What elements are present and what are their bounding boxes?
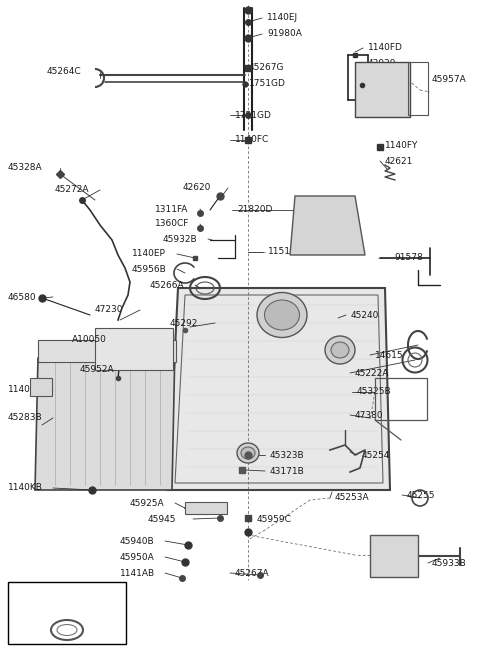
Text: 45957C: 45957C (368, 91, 403, 100)
Text: 42620: 42620 (183, 183, 211, 192)
Text: 21513: 21513 (35, 588, 68, 598)
Bar (38, 340, 176, 362)
Ellipse shape (257, 293, 307, 338)
Text: 45292: 45292 (170, 318, 198, 327)
Text: 45222A: 45222A (355, 368, 389, 378)
Bar (370, 535, 418, 577)
Text: 1751GD: 1751GD (235, 110, 272, 119)
Text: 1140FD: 1140FD (368, 44, 403, 53)
Polygon shape (35, 345, 175, 490)
Ellipse shape (241, 447, 255, 459)
Text: 1140EP: 1140EP (132, 250, 166, 258)
Text: 45959C: 45959C (257, 514, 292, 524)
Bar (95, 328, 173, 370)
Bar (355, 62, 410, 117)
Polygon shape (290, 196, 365, 255)
Text: 45957A: 45957A (432, 76, 467, 85)
Bar (30, 378, 52, 396)
Text: 91980A: 91980A (267, 29, 302, 38)
Text: 45938: 45938 (384, 559, 413, 567)
Bar (185, 502, 227, 514)
Text: 45254: 45254 (362, 451, 390, 460)
Text: 45945: 45945 (148, 514, 177, 524)
Text: 1140DJ: 1140DJ (8, 385, 40, 394)
Text: 45940B: 45940B (120, 537, 155, 546)
Text: 1311FA: 1311FA (155, 205, 188, 213)
Text: 45323B: 45323B (270, 451, 305, 460)
Text: 21820D: 21820D (237, 205, 272, 215)
Text: 91578: 91578 (394, 254, 423, 263)
Text: 42621: 42621 (385, 156, 413, 166)
Text: 45283B: 45283B (8, 413, 43, 422)
Text: 45933B: 45933B (432, 559, 467, 567)
Text: 45267G: 45267G (249, 63, 285, 72)
Text: 1140EJ: 1140EJ (267, 14, 298, 23)
Text: 1751GD: 1751GD (249, 80, 286, 89)
Text: 21513: 21513 (35, 589, 64, 597)
Text: 1140FY: 1140FY (385, 140, 419, 149)
Text: 1360CF: 1360CF (155, 220, 190, 228)
Text: 45950A: 45950A (120, 552, 155, 561)
Text: 14615: 14615 (375, 351, 404, 359)
Text: 43171B: 43171B (270, 466, 305, 475)
Ellipse shape (264, 300, 300, 330)
Text: 45266A: 45266A (150, 280, 185, 289)
Bar (375, 378, 427, 420)
Ellipse shape (325, 336, 355, 364)
Text: A10050: A10050 (72, 336, 107, 344)
Text: 1140FC: 1140FC (235, 136, 269, 145)
Text: 47380: 47380 (355, 411, 384, 419)
Text: 45255: 45255 (407, 490, 435, 499)
Text: 45264C: 45264C (47, 68, 82, 76)
Bar (8, 582, 126, 644)
Text: 45328A: 45328A (8, 164, 43, 173)
Text: 45925A: 45925A (130, 499, 165, 507)
Text: 45267A: 45267A (235, 569, 270, 578)
Text: 45272A: 45272A (55, 186, 89, 194)
Text: 45952A: 45952A (80, 366, 115, 374)
Ellipse shape (331, 342, 349, 358)
Text: 45240: 45240 (351, 310, 379, 319)
Text: 45253A: 45253A (335, 494, 370, 503)
Text: 45932B: 45932B (163, 235, 198, 243)
Text: 47230: 47230 (95, 306, 123, 314)
Ellipse shape (237, 443, 259, 463)
Text: 46580: 46580 (8, 293, 36, 301)
Text: 1151AA: 1151AA (268, 248, 303, 256)
Text: 45325B: 45325B (357, 387, 392, 396)
Text: 1141AB: 1141AB (120, 569, 155, 578)
Text: 1140KB: 1140KB (8, 484, 43, 492)
Polygon shape (168, 288, 390, 490)
Text: 43929: 43929 (368, 59, 396, 68)
Text: 45984: 45984 (368, 76, 396, 85)
Text: 45956B: 45956B (132, 265, 167, 273)
